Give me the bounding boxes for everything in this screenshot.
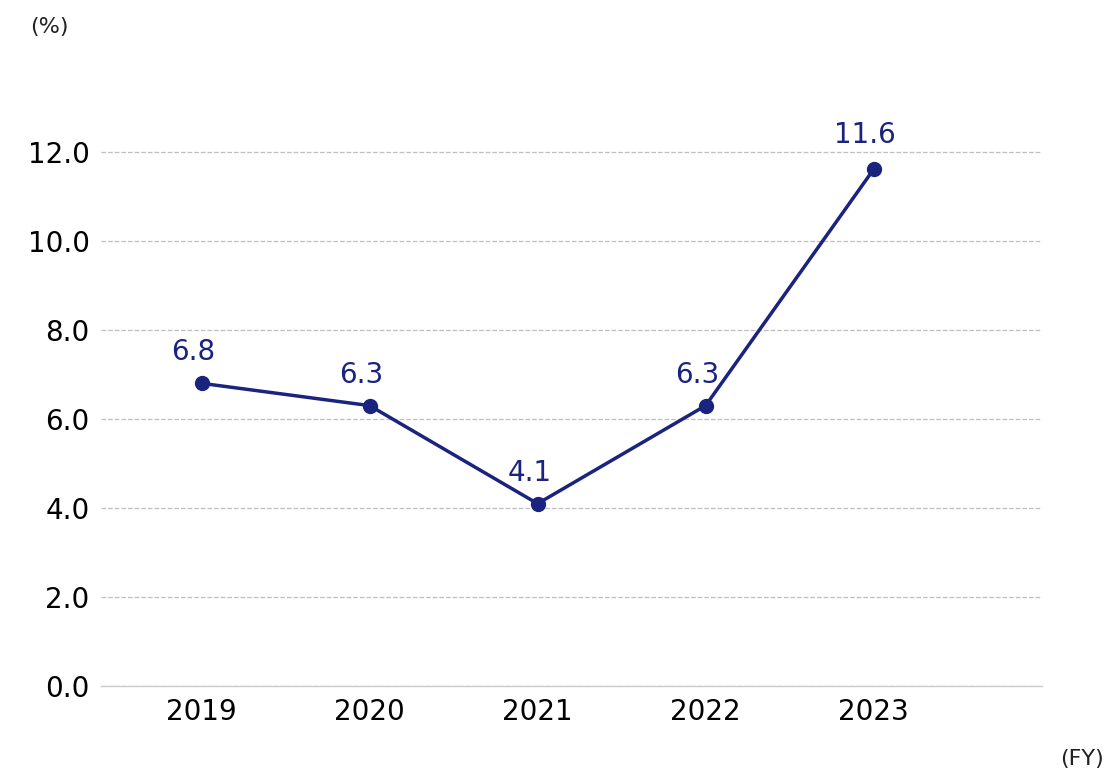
Text: (%): (%) (30, 17, 68, 37)
Text: 6.3: 6.3 (675, 360, 719, 388)
Text: 6.3: 6.3 (339, 360, 383, 388)
Text: 4.1: 4.1 (507, 459, 551, 487)
Text: 6.8: 6.8 (171, 339, 215, 367)
Text: (FY): (FY) (1061, 749, 1104, 769)
Text: 11.6: 11.6 (834, 122, 896, 149)
